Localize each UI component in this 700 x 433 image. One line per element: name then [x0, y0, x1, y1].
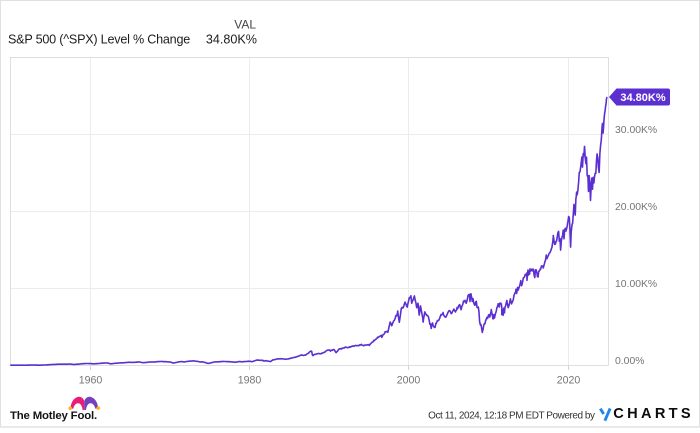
svg-text:The Motley Fool.: The Motley Fool. [10, 410, 97, 422]
svg-text:1960: 1960 [79, 374, 103, 386]
svg-text:0.00%: 0.00% [615, 356, 644, 367]
svg-text:34.80K%: 34.80K% [620, 92, 665, 104]
svg-text:30.00K%: 30.00K% [615, 125, 657, 136]
svg-text:Oct 11, 2024, 12:18 PM EDT Pow: Oct 11, 2024, 12:18 PM EDT Powered by [428, 410, 595, 421]
svg-text:10.00K%: 10.00K% [615, 279, 657, 290]
svg-text:S&P 500 (^SPX) Level % Change: S&P 500 (^SPX) Level % Change [8, 33, 190, 47]
svg-text:VAL: VAL [234, 18, 256, 32]
svg-text:20.00K%: 20.00K% [615, 202, 657, 213]
svg-text:34.80K%: 34.80K% [206, 33, 257, 47]
svg-text:CHARTS: CHARTS [613, 406, 694, 422]
svg-text:1980: 1980 [238, 374, 262, 386]
svg-text:2020: 2020 [557, 374, 581, 386]
svg-text:2000: 2000 [397, 374, 421, 386]
